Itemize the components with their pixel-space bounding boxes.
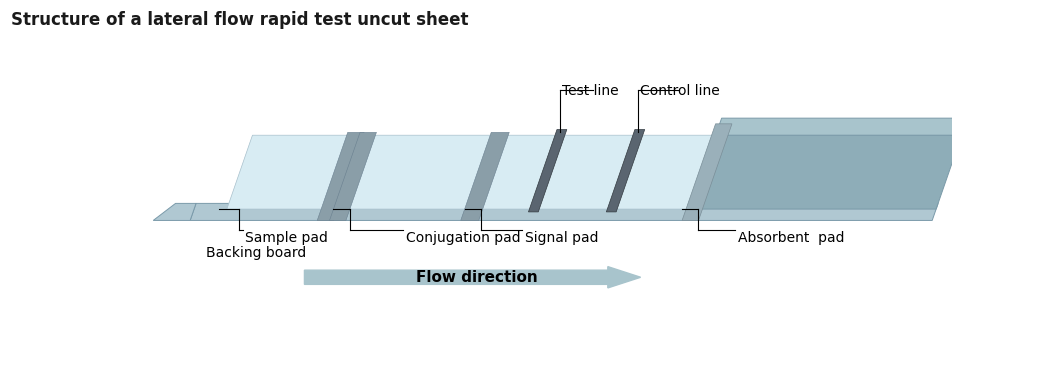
Polygon shape — [606, 130, 644, 212]
Polygon shape — [460, 132, 509, 220]
Polygon shape — [153, 203, 196, 220]
Polygon shape — [690, 135, 962, 209]
Polygon shape — [329, 132, 377, 220]
Text: Structure of a lateral flow rapid test uncut sheet: Structure of a lateral flow rapid test u… — [11, 11, 468, 29]
Polygon shape — [190, 203, 938, 220]
Polygon shape — [473, 135, 715, 209]
Text: Sample pad: Sample pad — [244, 231, 328, 245]
Text: Flow direction: Flow direction — [416, 270, 537, 285]
Polygon shape — [317, 132, 364, 220]
Text: Absorbent  pad: Absorbent pad — [737, 231, 844, 245]
Polygon shape — [682, 124, 732, 220]
Text: Conjugation pad: Conjugation pad — [405, 231, 521, 245]
Polygon shape — [226, 135, 367, 209]
Text: Test line: Test line — [563, 84, 619, 98]
Polygon shape — [342, 135, 498, 209]
Text: Control line: Control line — [640, 84, 720, 98]
FancyArrow shape — [305, 267, 641, 288]
Polygon shape — [715, 118, 968, 135]
Text: Signal pad: Signal pad — [525, 231, 598, 245]
Text: Backing board: Backing board — [206, 246, 307, 260]
Polygon shape — [528, 130, 567, 212]
